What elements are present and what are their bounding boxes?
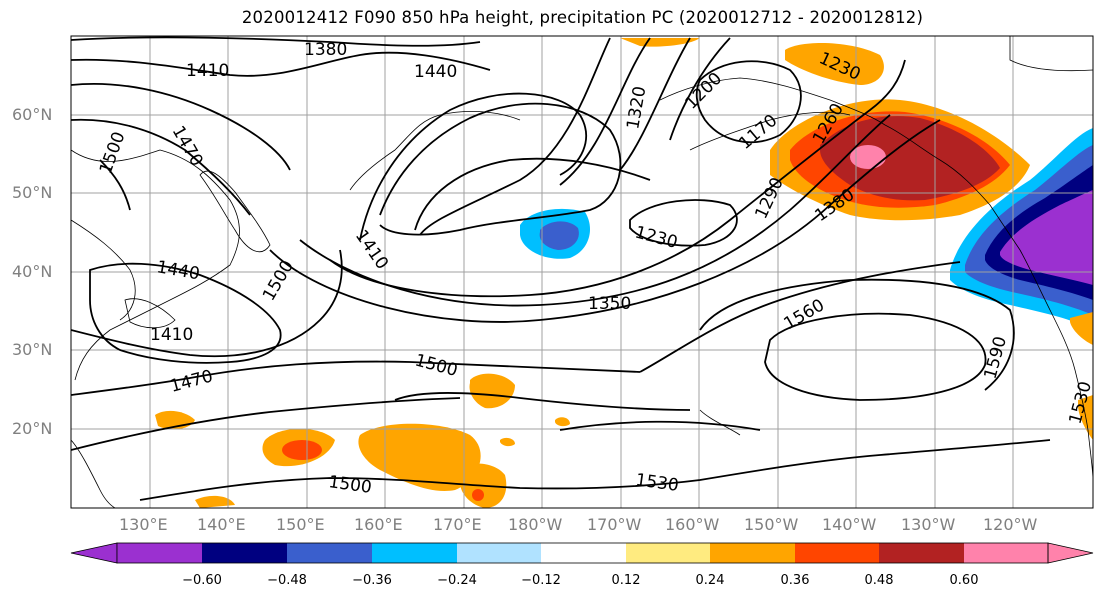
lon-label: 160°W — [665, 515, 720, 534]
contour-label: 1230 — [633, 223, 680, 254]
lat-label: 30°N — [12, 340, 53, 359]
contour-label: 1350 — [588, 294, 631, 314]
lat-label: 60°N — [12, 105, 53, 124]
colorbar-swatch — [202, 543, 287, 563]
lon-label: 180°W — [508, 515, 563, 534]
contour-label: 1500 — [259, 257, 298, 304]
lat-label: 20°N — [12, 419, 53, 438]
contour-label: 1320 — [623, 85, 650, 131]
contour-label: 1500 — [327, 472, 373, 498]
colorbar-label: −0.60 — [182, 573, 222, 588]
contour-label: 1410 — [150, 325, 193, 345]
colorbar-swatch — [626, 543, 710, 563]
colorbar-swatch — [541, 543, 626, 563]
colorbar-label: 0.12 — [611, 573, 641, 588]
colorbar-swatch — [964, 543, 1048, 563]
contour-label: 1410 — [186, 61, 229, 81]
lon-label: 150°W — [744, 515, 799, 534]
coastlines — [71, 36, 1093, 508]
height-contours — [71, 36, 1051, 501]
colorbar-extend-right — [1047, 542, 1094, 564]
contour-label: 1470 — [168, 123, 207, 170]
graticule — [71, 36, 1093, 508]
contour-label: 1440 — [414, 62, 457, 82]
contour-label: 1410 — [351, 226, 392, 273]
colorbar-label: −0.36 — [352, 573, 392, 588]
contour-label: 1470 — [168, 366, 215, 397]
colorbar-swatch — [795, 543, 879, 563]
lon-label: 140°W — [822, 515, 877, 534]
contour-label: 1500 — [413, 351, 460, 382]
map-title: 2020012412 F090 850 hPa height, precipit… — [241, 8, 924, 27]
colorbar-swatch — [457, 543, 541, 563]
colorbar-swatch — [117, 543, 202, 563]
lon-label: 130°W — [901, 515, 956, 534]
lon-label: 160°E — [354, 515, 403, 534]
colorbar-label: −0.24 — [437, 573, 477, 588]
lat-label: 40°N — [12, 262, 53, 281]
colorbar-label: 0.36 — [780, 573, 810, 588]
colorbar-label: −0.48 — [267, 573, 307, 588]
colorbar-label: 0.60 — [949, 573, 979, 588]
contour-label: 1380 — [304, 40, 347, 60]
colorbar-swatch — [710, 543, 795, 563]
colorbar-swatch — [287, 543, 372, 563]
colorbar — [70, 542, 1094, 564]
lon-label: 170°E — [433, 515, 482, 534]
contour-label: 1440 — [155, 257, 201, 284]
lat-label: 50°N — [12, 183, 53, 202]
lon-label: 120°W — [983, 515, 1038, 534]
colorbar-label: 0.24 — [695, 573, 725, 588]
colorbar-label: 0.48 — [864, 573, 894, 588]
colorbar-swatch — [372, 543, 457, 563]
contour-label: 1590 — [981, 334, 1012, 381]
colorbar-swatch — [879, 543, 964, 563]
contour-label: 1530 — [634, 470, 680, 496]
map-frame — [70, 35, 1094, 509]
lon-label: 150°E — [276, 515, 325, 534]
lon-label: 130°E — [119, 515, 168, 534]
colorbar-extend-left — [70, 542, 118, 564]
precip-anomaly-shading — [155, 38, 1093, 508]
contour-label: 1500 — [96, 129, 130, 176]
colorbar-label: −0.12 — [521, 573, 561, 588]
lon-label: 170°W — [587, 515, 642, 534]
contour-label: 1560 — [781, 295, 828, 334]
lon-label: 140°E — [197, 515, 246, 534]
